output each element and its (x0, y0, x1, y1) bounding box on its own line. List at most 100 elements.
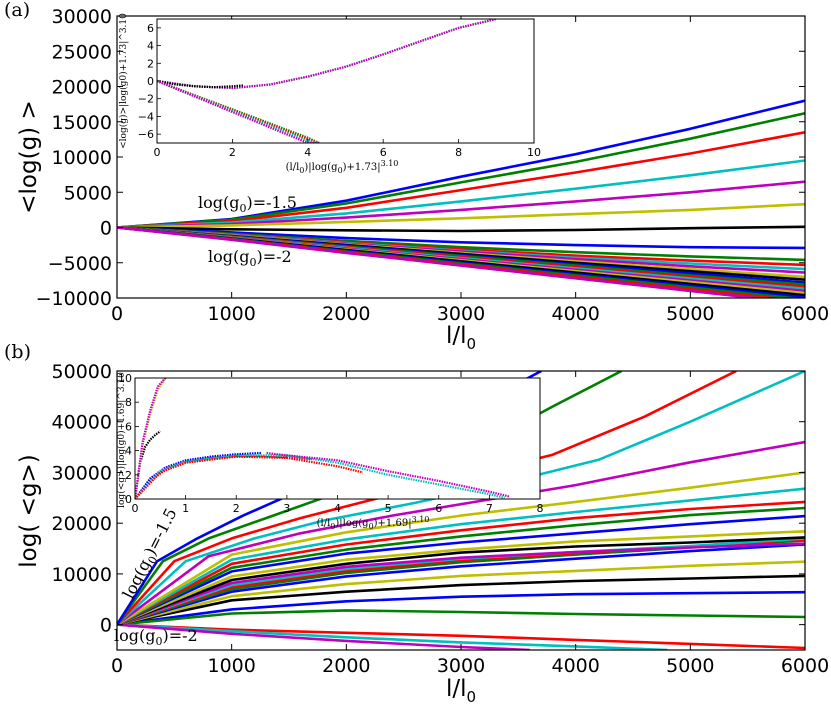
y-tick-label: 5000 (64, 182, 112, 204)
series-line-3 (117, 159, 805, 229)
series-line-18 (117, 471, 805, 626)
inset-y-tick-label: 2 (147, 57, 154, 70)
series-line-1 (117, 112, 805, 229)
inset-x-tick-label: 4 (334, 502, 341, 515)
inset-chart: 0 2 4 6 8 10 −6 −4 −2 0 2 4 6 <log(g)>|log(g0)+1.73|^… (118, 13, 541, 175)
inset-x-tick-label: 8 (537, 502, 544, 515)
inset-y-tick-label: 4 (125, 445, 132, 458)
series-line-6 (117, 560, 805, 626)
inset-x-tick-label: 2 (229, 146, 236, 159)
inset-y-axis-label: <log(g)>|log(g0)+1.73|^3.10 (118, 13, 129, 149)
inset-y-tick-label: 8 (125, 396, 132, 409)
inset-series-group (157, 19, 497, 143)
series-line-7 (117, 226, 805, 250)
x-tick-label: 1000 (207, 303, 255, 325)
y-axis-label: <log(g) > (16, 100, 42, 213)
inset-y-tick-label: 10 (118, 372, 132, 385)
x-tick-label: 6000 (781, 655, 829, 677)
inset-series-2 (157, 19, 497, 90)
inset-background (135, 378, 540, 499)
x-tick-label: 2000 (322, 303, 370, 325)
inset-x-tick-label: 0 (154, 146, 161, 159)
y-tick-label: 30000 (52, 462, 112, 484)
inset-x-axis-label: (l/l0)|log(g0)+1.73|3.10 (286, 159, 399, 175)
inset-series-7 (157, 79, 320, 143)
annotation-label: log(g0)=-1.5 (198, 193, 297, 215)
inset-x-tick-label: 4 (304, 146, 311, 159)
inset-x-tick-label: 7 (486, 502, 493, 515)
x-tick-label: 5000 (666, 655, 714, 677)
series-line-24 (117, 226, 767, 298)
inset-x-tick-label: 1 (182, 502, 189, 515)
inset-series-group (135, 378, 510, 499)
inset-y-axis-label: log(<g>)|log(g0)+1.69|^3.10 (116, 372, 127, 508)
series-line-4 (117, 180, 805, 229)
series-group (117, 99, 805, 298)
annotation-label: log(g0)=-2 (114, 626, 198, 648)
inset-x-axis-label: (l/l0)|log(g0)+1.69|3.10 (317, 515, 430, 531)
series-line-14 (117, 514, 805, 626)
series-line-12 (117, 536, 805, 626)
chart-panel-b: (b)0 1000 2000 3000 4000 5000 6000010000200003… (4, 341, 829, 706)
inset-x-tick-label: 6 (435, 502, 442, 515)
inset-series-7 (266, 451, 510, 498)
series-line-16 (117, 500, 805, 626)
inset-series-2 (135, 378, 167, 499)
inset-y-tick-label: 6 (147, 22, 154, 35)
y-tick-label: 20000 (52, 513, 112, 535)
series-line-5 (117, 574, 805, 626)
series-line-20 (117, 371, 805, 626)
panel-label: (b) (4, 341, 31, 363)
x-axis-label: l/l0 (446, 676, 476, 706)
series-line-5 (117, 202, 805, 229)
y-tick-label: 0 (100, 218, 112, 240)
x-axis-label: l/l0 (446, 323, 476, 353)
x-tick-label: 0 (111, 655, 123, 677)
inset-x-tick-label: 6 (380, 146, 387, 159)
inset-y-tick-label: 0 (125, 493, 132, 506)
series-line-15 (117, 506, 805, 626)
series-line-2 (117, 131, 805, 229)
x-tick-label: 1000 (207, 655, 255, 677)
x-tick-label: 3000 (437, 655, 485, 677)
inset-x-tick-label: 3 (283, 502, 290, 515)
y-tick-label: 15000 (52, 112, 112, 134)
x-tick-label: 3000 (437, 303, 485, 325)
x-tick-label: 0 (111, 303, 123, 325)
y-tick-label: −10000 (36, 288, 112, 310)
series-line-6 (117, 225, 805, 233)
y-tick-label: −5000 (48, 253, 112, 275)
series-line-0 (117, 590, 805, 626)
inset-y-tick-label: 4 (147, 40, 154, 53)
series-line-19 (117, 440, 805, 626)
series-line-13 (117, 530, 805, 626)
series-line-11 (117, 542, 805, 626)
inset-y-tick-label: −4 (138, 110, 154, 123)
inset-x-tick-label: 2 (233, 502, 240, 515)
y-tick-label: 25000 (52, 41, 112, 63)
inset-x-tick-label: 0 (132, 502, 139, 515)
inset-y-tick-label: −2 (138, 93, 154, 106)
y-tick-label: 0 (100, 615, 112, 637)
x-tick-label: 6000 (781, 303, 829, 325)
inset-chart: 0 1 2 3 4 5 6 7 8 0 2 4 6 8 10log(<g>)|log(g0)+1.69|^3… (116, 372, 544, 531)
series-line-2 (117, 623, 805, 650)
y-tick-label: 40000 (52, 412, 112, 434)
y-tick-label: 10000 (52, 147, 112, 169)
y-tick-label: 50000 (52, 361, 112, 383)
y-tick-label: 10000 (52, 564, 112, 586)
inset-x-tick-label: 10 (527, 146, 541, 159)
series-line-3 (117, 623, 668, 650)
chart-panel-a: (a)0 1000 2000 3000 4000 5000 6000−10000−50000… (4, 0, 829, 353)
series-line-21 (117, 371, 737, 626)
series-line-17 (117, 487, 805, 626)
series-line-7 (117, 543, 805, 626)
inset-series-3 (157, 79, 244, 89)
panel-label: (a) (4, 0, 30, 21)
inset-series-6 (135, 454, 505, 499)
y-axis-label: log( <g>) (16, 454, 42, 567)
inset-x-tick-label: 5 (385, 502, 392, 515)
inset-y-tick-label: −6 (138, 128, 154, 141)
inset-y-tick-label: 6 (125, 420, 132, 433)
